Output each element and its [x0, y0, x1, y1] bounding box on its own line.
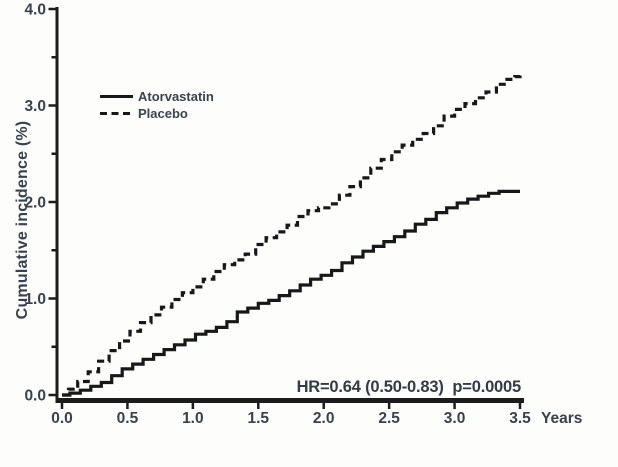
legend-item-placebo: Placebo [100, 105, 214, 122]
curve-placebo [62, 73, 522, 397]
legend-label-atorvastatin: Atorvastatin [138, 89, 214, 104]
x-tick-label: 2.5 [378, 410, 400, 427]
y-tick-label: 1.0 [24, 291, 46, 308]
x-tick [453, 403, 456, 409]
curve-atorvastatin [62, 189, 520, 397]
x-tick-label: 0.0 [51, 410, 73, 427]
x-tick [191, 403, 195, 409]
y-tick-label: 2.0 [24, 195, 46, 212]
x-tick [387, 403, 391, 409]
x-axis-spine [55, 398, 524, 403]
y-tick-label: 4.0 [24, 2, 46, 19]
legend-label-placebo: Placebo [138, 106, 188, 121]
y-tick [48, 297, 57, 300]
y-tick [48, 7, 57, 11]
y-minor-tick [51, 152, 57, 155]
y-axis-title: Cumulative incidence (%) [14, 120, 31, 320]
legend-item-atorvastatin: Atorvastatin [100, 88, 214, 105]
x-tick [126, 403, 129, 409]
x-tick [257, 403, 260, 409]
dashed-line-swatch [100, 111, 133, 116]
x-tick [60, 403, 64, 409]
y-tick [48, 393, 57, 397]
x-tick-label: 1.5 [248, 410, 270, 427]
x-tick [518, 403, 522, 409]
x-tick-label: 3.0 [444, 410, 466, 427]
solid-line-swatch [100, 95, 133, 98]
y-tick-label: 0.0 [24, 388, 46, 405]
x-tick-label: 3.5 [509, 410, 531, 427]
y-tick [48, 104, 57, 107]
y-tick-label: 3.0 [24, 98, 46, 115]
hazard-ratio-annotation: HR=0.64 (0.50-0.83) p=0.0005 [296, 378, 522, 396]
y-minor-tick [51, 56, 57, 59]
x-tick [322, 403, 325, 409]
x-axis-title: Years [541, 410, 582, 427]
x-tick-label: 2.0 [313, 410, 335, 427]
y-axis-spine [55, 7, 59, 403]
y-minor-tick [51, 249, 57, 252]
x-tick-label: 0.5 [117, 410, 139, 427]
x-tick-label: 1.0 [182, 410, 204, 427]
y-tick [48, 200, 57, 204]
y-minor-tick [51, 345, 57, 348]
legend: Atorvastatin Placebo [100, 88, 214, 122]
